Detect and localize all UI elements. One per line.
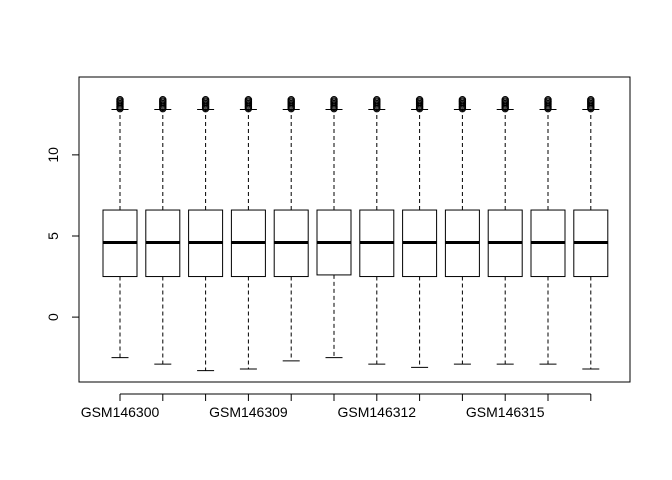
box-3 (188, 96, 224, 372)
outliers (287, 96, 295, 113)
outlier-point (116, 96, 124, 104)
boxes-layer (102, 96, 609, 372)
outlier-point (244, 96, 253, 104)
outlier-point (201, 96, 210, 104)
x-axis: GSM146300 GSM146309 GSM146312 GSM146315 (81, 393, 592, 420)
outlier-point (415, 96, 424, 104)
outlier-point (159, 96, 167, 104)
outliers (244, 96, 253, 113)
box-12 (573, 96, 609, 370)
box-6 (316, 96, 352, 359)
outlier-point (587, 96, 595, 104)
outlier-point (458, 96, 467, 104)
box-11 (530, 96, 566, 365)
outlier-point (287, 96, 295, 104)
y-tick-label: 0 (45, 313, 61, 321)
outliers (544, 96, 552, 113)
outliers (116, 96, 124, 113)
box-1 (102, 96, 138, 359)
y-tick-label: 10 (45, 147, 61, 163)
outliers (159, 96, 167, 113)
outliers (330, 96, 338, 113)
box-4 (230, 96, 266, 370)
outliers (501, 96, 509, 113)
outliers (415, 96, 424, 113)
x-tick-label: GSM146315 (466, 404, 545, 420)
x-tick-label: GSM146309 (209, 404, 288, 420)
outlier-point (544, 96, 552, 104)
y-axis: 0 5 10 (45, 147, 80, 321)
y-tick-label: 5 (45, 232, 61, 240)
x-tick-label: GSM146312 (337, 404, 416, 420)
box-7 (359, 96, 395, 365)
outliers (373, 96, 381, 113)
outlier-point (330, 96, 338, 104)
box-10 (487, 96, 523, 365)
x-tick-label: GSM146300 (81, 404, 160, 420)
box-5 (273, 96, 309, 362)
outliers (201, 96, 210, 113)
outliers (587, 96, 595, 113)
box-9 (444, 96, 480, 365)
outliers (458, 96, 467, 113)
outlier-point (501, 96, 509, 104)
box-2 (145, 96, 181, 365)
outlier-point (373, 96, 381, 104)
box-8 (402, 96, 438, 368)
